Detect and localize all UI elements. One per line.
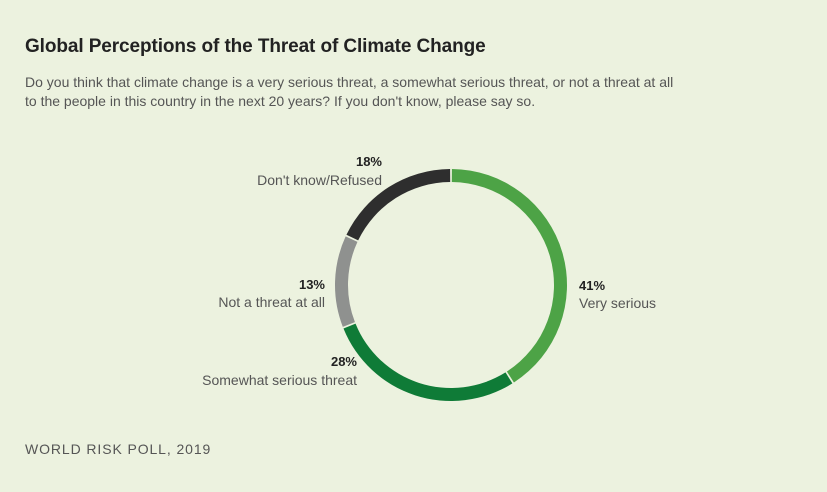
chart-subtitle: Do you think that climate change is a ve… [25,74,674,109]
value-label-don-t-know-refused: 18% [356,154,382,169]
slice-label-not-a-threat-at-all: Not a threat at all [218,294,325,310]
slice-label-very-serious: Very serious [579,295,656,311]
chart-title: Global Perceptions of the Threat of Clim… [25,36,486,57]
slice-not-a-threat-at-all [335,236,358,327]
value-label-not-a-threat-at-all: 13% [299,277,325,292]
slice-don-t-know-refused [346,169,451,241]
slice-label-don-t-know-refused: Don't know/Refused [257,172,382,188]
source-note: WORLD RISK POLL, 2019 [25,441,212,457]
slice-label-somewhat-serious-threat: Somewhat serious threat [202,372,357,388]
value-label-very-serious: 41% [579,278,605,293]
value-label-somewhat-serious-threat: 28% [331,354,357,369]
slice-somewhat-serious-threat [343,323,513,401]
slice-very-serious [451,169,568,383]
